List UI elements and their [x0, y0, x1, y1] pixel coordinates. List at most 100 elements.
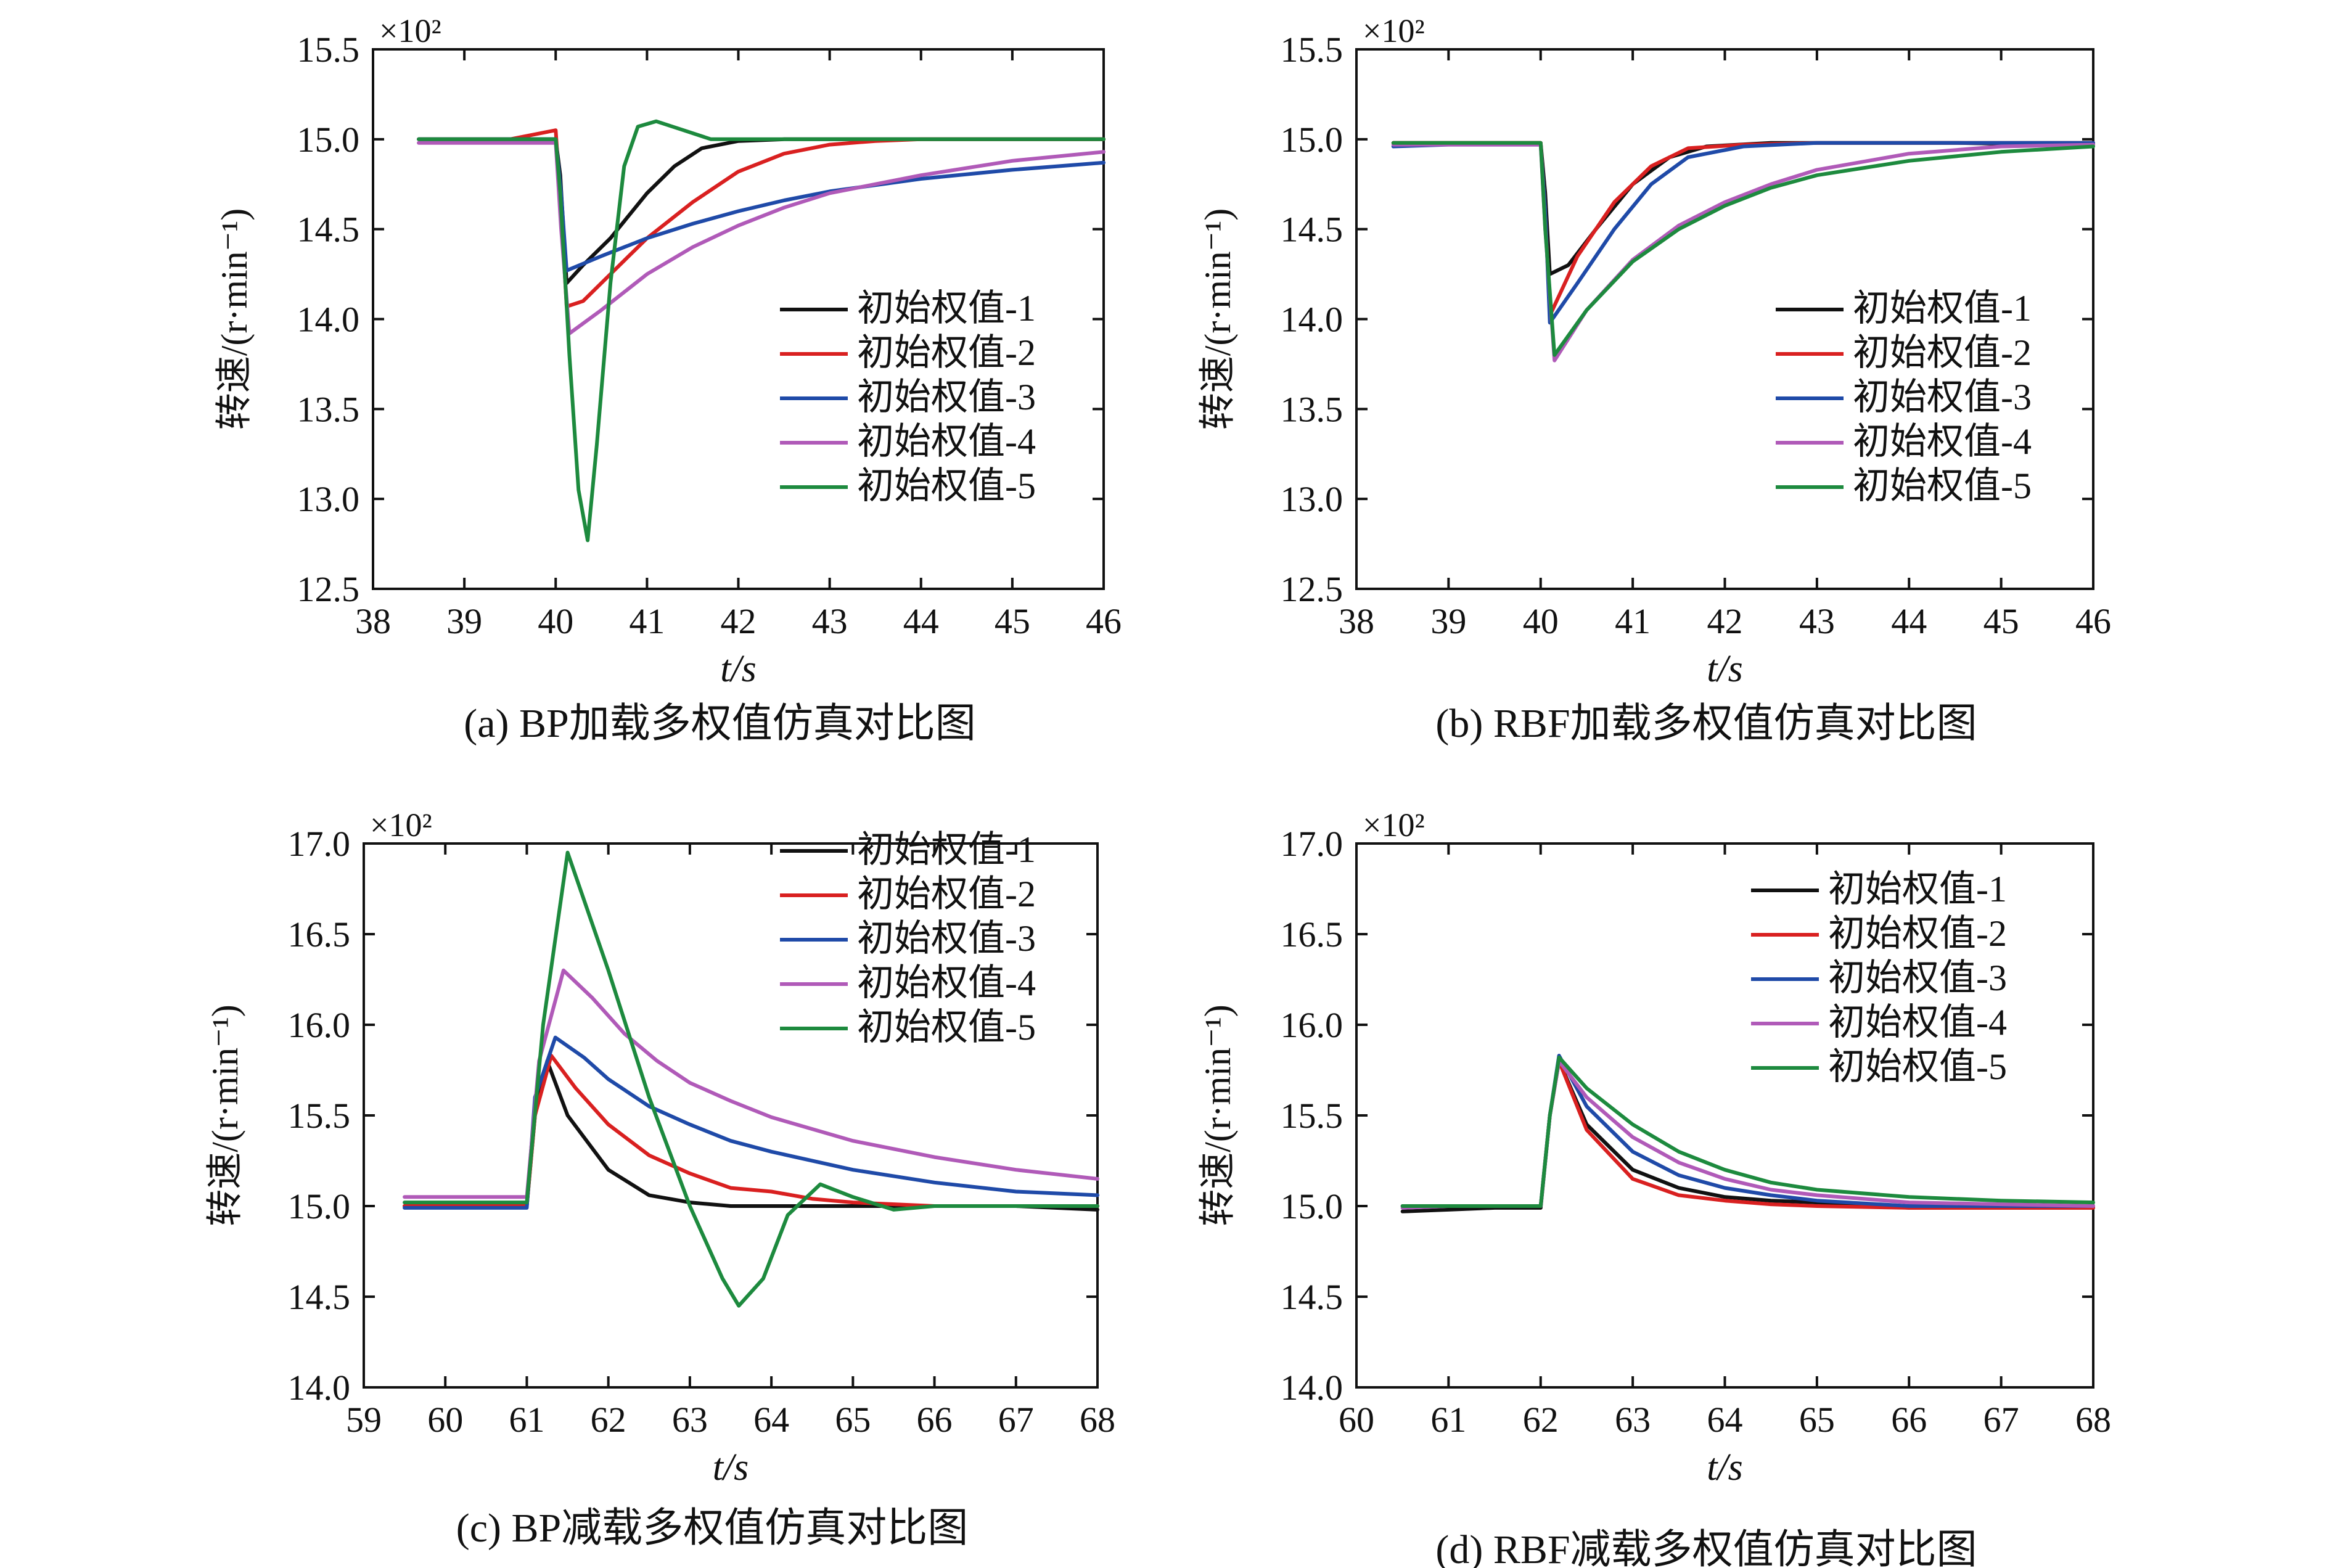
y-tick-label: 14.5	[288, 1277, 351, 1317]
x-tick-label: 67	[1983, 1400, 2019, 1440]
x-tick-label: 62	[591, 1400, 626, 1440]
legend-label-5: 初始权值-5	[857, 1007, 1036, 1048]
y-axis-label: 转速/(r·min⁻¹)	[214, 208, 255, 430]
legend-label-1: 初始权值-1	[1828, 869, 2007, 909]
y-tick-label: 14.0	[297, 300, 360, 340]
y-tick-label: 13.0	[1281, 479, 1343, 519]
y-tick-label: 15.5	[297, 30, 360, 70]
chart-panel-4: 60 61 62 63 64 65 66 67 68 14.0 14.5 15.0 15.5 16.0 16…	[1197, 807, 2111, 1568]
chart-panel-2: 38 39 40 41 42 43 44 45 46 12.5 13.0 13.5 14.0 14.5 15…	[1197, 12, 2111, 746]
x-tick-label: 66	[1891, 1400, 1927, 1440]
y-tick-label: 15.0	[1281, 1186, 1343, 1226]
x-tick-label: 39	[1430, 601, 1466, 641]
x-tick-label: 45	[1983, 601, 2019, 641]
x-tick-label: 40	[1523, 601, 1559, 641]
series-line-5	[403, 850, 1099, 1308]
y-tick-label: 15.5	[1281, 1096, 1343, 1136]
x-axis-label: t/s	[1707, 1447, 1743, 1488]
x-tick-label: 63	[1615, 1400, 1651, 1440]
legend-label-3: 初始权值-3	[1853, 377, 2032, 417]
x-tick-label: 44	[1891, 601, 1927, 641]
y-tick-label: 13.5	[1281, 389, 1343, 429]
x-axis-label: t/s	[1707, 648, 1743, 690]
y-tick-label: 15.5	[288, 1096, 351, 1136]
x-tick-label: 62	[1523, 1400, 1559, 1440]
legend-label-2: 初始权值-2	[857, 874, 1036, 914]
panel-caption: (a) BP加载多权值仿真对比图	[464, 701, 975, 746]
legend-label-2: 初始权值-2	[857, 332, 1036, 373]
y-tick-label: 13.5	[297, 389, 360, 429]
legend-label-3: 初始权值-3	[1828, 958, 2007, 998]
x-tick-label: 46	[1086, 601, 1122, 641]
y-axis-label: 转速/(r·min⁻¹)	[1197, 208, 1238, 430]
series-line-4	[417, 141, 1106, 335]
panel-caption: (d) RBF减载多权值仿真对比图	[1435, 1527, 1977, 1568]
panel-caption: (b) RBF加载多权值仿真对比图	[1435, 701, 1977, 746]
series-line-3	[417, 137, 1106, 273]
x-tick-label: 64	[1707, 1400, 1743, 1440]
legend-label-1: 初始权值-1	[857, 829, 1036, 870]
x-tick-label: 68	[2075, 1400, 2111, 1440]
legend-label-5: 初始权值-5	[857, 466, 1036, 506]
x-tick-label: 43	[1799, 601, 1835, 641]
y-tick-label: 17.0	[1281, 824, 1343, 864]
legend-label-1: 初始权值-1	[1853, 288, 2032, 329]
legend-label-2: 初始权值-2	[1853, 332, 2032, 373]
x-tick-label: 65	[1799, 1400, 1835, 1440]
series-line-2	[403, 1054, 1099, 1208]
x-tick-label: 45	[995, 601, 1030, 641]
legend-label-5: 初始权值-5	[1828, 1046, 2007, 1087]
x-tick-label: 60	[1339, 1400, 1374, 1440]
y-tick-label: 14.0	[288, 1368, 351, 1408]
legend-label-3: 初始权值-3	[857, 377, 1036, 417]
y-multiplier: ×10²	[1363, 12, 1425, 49]
y-tick-label: 16.0	[1281, 1005, 1343, 1045]
x-tick-label: 43	[812, 601, 848, 641]
x-tick-label: 42	[1707, 601, 1743, 641]
x-tick-label: 60	[427, 1400, 463, 1440]
y-axis-label: 转速/(r·min⁻¹)	[205, 1004, 245, 1226]
y-multiplier: ×10²	[370, 807, 432, 844]
legend-label-4: 初始权值-4	[1828, 1002, 2007, 1043]
x-tick-label: 63	[672, 1400, 708, 1440]
y-tick-label: 16.0	[288, 1005, 351, 1045]
legend-label-3: 初始权值-3	[857, 918, 1036, 959]
x-axis-label: t/s	[713, 1447, 749, 1488]
x-tick-label: 65	[835, 1400, 871, 1440]
x-tick-label: 40	[538, 601, 573, 641]
y-tick-label: 12.5	[297, 569, 360, 609]
x-tick-label: 67	[998, 1400, 1034, 1440]
y-multiplier: ×10²	[1363, 807, 1425, 844]
x-tick-label: 66	[917, 1400, 953, 1440]
y-multiplier: ×10²	[379, 12, 441, 49]
x-tick-label: 61	[509, 1400, 544, 1440]
legend-label-5: 初始权值-5	[1853, 466, 2032, 506]
y-tick-label: 14.0	[1281, 300, 1343, 340]
x-tick-label: 68	[1080, 1400, 1115, 1440]
x-tick-label: 38	[1339, 601, 1374, 641]
series-line-5	[417, 119, 1106, 543]
y-tick-label: 15.0	[1281, 120, 1343, 160]
x-tick-label: 44	[903, 601, 939, 641]
x-tick-label: 41	[1615, 601, 1651, 641]
x-tick-label: 41	[629, 601, 665, 641]
x-tick-label: 61	[1430, 1400, 1466, 1440]
x-tick-label: 59	[346, 1400, 382, 1440]
y-axis-label: 转速/(r·min⁻¹)	[1197, 1004, 1238, 1226]
series-line-5	[1391, 141, 2095, 357]
series-line-4	[403, 968, 1099, 1199]
y-tick-label: 14.5	[297, 210, 360, 250]
legend-label-1: 初始权值-1	[857, 288, 1036, 329]
x-tick-label: 64	[753, 1400, 789, 1440]
y-tick-label: 15.5	[1281, 30, 1343, 70]
x-tick-label: 46	[2075, 601, 2111, 641]
y-tick-label: 14.5	[1281, 210, 1343, 250]
y-tick-label: 14.0	[1281, 1368, 1343, 1408]
legend-label-4: 初始权值-4	[1853, 421, 2032, 462]
chart-panel-1: 38 39 40 41 42 43 44 45 46 12.5 13.0 13.5 14.0 14.5 15…	[214, 12, 1122, 746]
y-tick-label: 15.0	[297, 120, 360, 160]
x-tick-label: 38	[355, 601, 391, 641]
y-tick-label: 17.0	[288, 824, 351, 864]
x-axis-label: t/s	[720, 648, 757, 690]
